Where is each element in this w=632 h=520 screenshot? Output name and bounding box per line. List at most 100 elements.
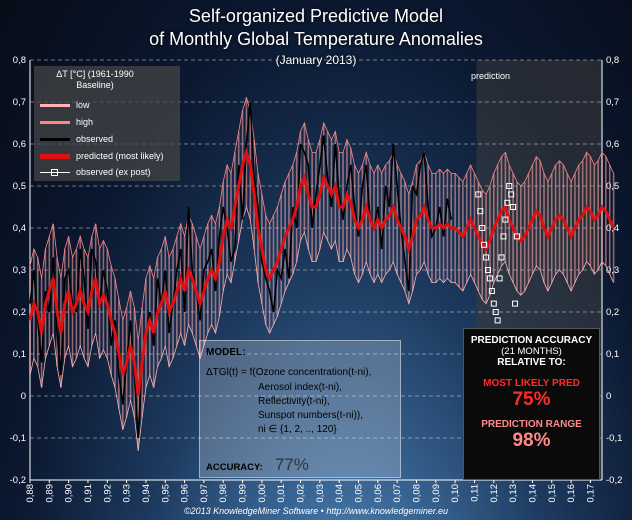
expost-point: [481, 241, 488, 248]
x-tick-label: 0,11: [469, 484, 480, 502]
model-accuracy-label: ACCURACY:: [206, 462, 263, 473]
prediction-range-label: PREDICTION RANGE: [481, 419, 582, 430]
model-box: MODEL: ΔTGl(t) = f(Ozone concentration(t…: [199, 340, 401, 478]
x-tick-label: 0,10: [450, 484, 461, 503]
x-tick-label: 0,97: [199, 484, 210, 503]
y-tick-label-left: 0,7: [13, 97, 26, 108]
most-likely-label: MOST LIKELY PRED: [483, 378, 580, 389]
x-tick-label: 0,15: [547, 484, 558, 503]
legend-label-low: low: [76, 100, 90, 110]
x-tick-label: 0,03: [315, 484, 326, 503]
x-tick-label: 0,88: [25, 484, 36, 503]
x-tick-label: 0,04: [334, 484, 345, 503]
x-tick-label: 0,07: [392, 484, 403, 503]
legend-label-high: high: [76, 117, 94, 127]
x-tick-label: 0,16: [566, 484, 577, 503]
y-tick-label-left: 0,4: [13, 223, 26, 234]
y-tick-label-left: -0,1: [10, 433, 26, 444]
x-tick-label: 0,08: [411, 484, 422, 503]
high-line: [29, 96, 614, 342]
x-tick-label: 0,14: [527, 484, 538, 503]
chart-title: Self-organized Predictive Model: [188, 6, 444, 26]
model-accuracy-row: ACCURACY: 77%: [206, 455, 309, 475]
expost-point: [488, 288, 495, 294]
legend-swatch-high: [40, 120, 70, 124]
model-line-1: ΔTGl(t) = f(Ozone concentration(t-ni),: [206, 367, 372, 378]
x-tick-label: 0,99: [238, 484, 249, 503]
y-tick-label-right: 0,2: [606, 307, 619, 318]
x-tick-label: 0,98: [218, 484, 229, 503]
y-tick-label-right: 0,1: [606, 349, 619, 360]
expost-point: [506, 183, 513, 189]
accuracy-box-relative: RELATIVE TO:: [497, 357, 566, 368]
y-tick-label-right: 0,7: [606, 97, 619, 108]
x-tick-label: 0,17: [585, 484, 596, 503]
x-tick-label: 0,89: [44, 484, 55, 503]
y-tick-label-right: 0,6: [606, 139, 619, 150]
most-likely-value: 75%: [512, 389, 551, 410]
y-tick-label-right: -0,2: [606, 475, 622, 486]
expost-point: [498, 254, 505, 261]
expost-point: [479, 225, 486, 231]
x-tick-label: 0,13: [508, 484, 519, 503]
y-tick-label-left: 0,3: [13, 265, 26, 276]
accuracy-box-subtitle: (21 MONTHS): [501, 346, 562, 357]
y-tick-label-right: 0: [606, 391, 611, 402]
y-tick-label-left: -0,2: [10, 475, 26, 486]
expost-point: [512, 300, 519, 307]
legend-heading: ΔT [°C] (1961-1990 Baseline): [56, 69, 134, 90]
expost-point: [494, 317, 501, 324]
y-tick-label-right: -0,1: [606, 433, 622, 444]
x-tick-label: 0,12: [489, 484, 500, 503]
expost-point: [500, 233, 507, 240]
prediction-range-value: 98%: [512, 430, 551, 451]
low-line: [29, 205, 614, 451]
x-tick-label: 0,94: [141, 484, 152, 503]
expost-point: [502, 216, 509, 223]
x-tick-label: 0,05: [354, 484, 365, 503]
x-tick-label: 0,06: [373, 484, 384, 503]
legend-label-observed: observed: [76, 134, 114, 144]
model-heading: MODEL:: [206, 347, 246, 358]
y-tick-label-right: 0,3: [606, 265, 619, 276]
y-tick-label-left: 0: [21, 391, 26, 402]
y-tick-label-left: 0,8: [13, 55, 26, 66]
x-tick-label: 0,95: [160, 484, 171, 503]
model-line-4: Sunspot numbers(t-ni)),: [258, 410, 364, 421]
x-tick-label: 0,92: [102, 484, 113, 503]
expost-point: [483, 254, 490, 261]
expost-point: [513, 233, 520, 240]
legend-swatch-observed: [40, 137, 70, 141]
y-tick-label-left: 0,2: [13, 307, 26, 318]
footer: ©2013 KnowledgeMiner Software • http://w…: [183, 506, 449, 516]
legend-label-predicted: predicted (most likely): [76, 151, 164, 161]
expost-point: [492, 309, 499, 315]
x-tick-label: 0,90: [64, 484, 75, 503]
prediction-accuracy-box: PREDICTION ACCURACY (21 MONTHS) RELATIVE…: [463, 328, 600, 480]
legend-item-expost: observed (ex post): [40, 166, 151, 178]
chart-subtitle: (January 2013): [275, 53, 357, 67]
legend-item-low: low: [40, 99, 90, 111]
legend-item-high: high: [40, 116, 93, 128]
legend-label-expost: observed (ex post): [76, 167, 151, 177]
expost-point: [477, 208, 484, 215]
y-tick-label-left: 0,6: [13, 139, 26, 150]
y-tick-label-right: 0,4: [606, 223, 619, 234]
model-accuracy-value: 77%: [274, 455, 309, 474]
chart-title-line2: of Monthly Global Temperature Anomalies: [149, 29, 483, 49]
y-tick-label-right: 0,5: [606, 181, 619, 192]
x-tick-label: 0,02: [296, 484, 307, 503]
legend-marker-expost: [51, 168, 58, 176]
x-tick-label: 0,96: [180, 484, 191, 503]
expost-point: [486, 275, 493, 282]
y-tick-label-left: 0,5: [13, 181, 26, 192]
expost-point: [504, 199, 511, 206]
predicted-line: [28, 147, 615, 397]
legend-swatch-predicted: [40, 153, 70, 159]
expost-point: [496, 275, 503, 282]
expost-point: [508, 191, 515, 198]
prediction-region-label: prediction: [471, 71, 511, 81]
expost-point: [484, 267, 491, 273]
legend-swatch-expost: [40, 168, 70, 176]
